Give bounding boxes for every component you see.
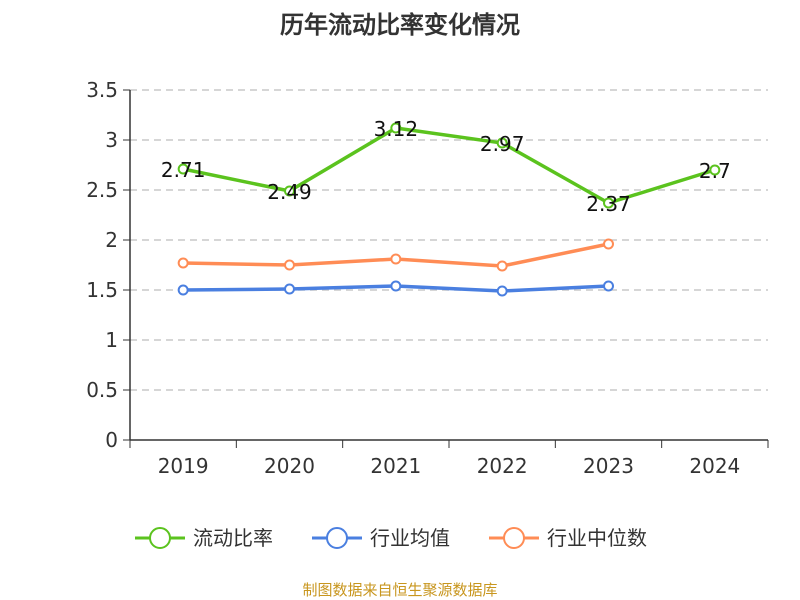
legend-item-0[interactable]: 流动比率 [135, 526, 273, 550]
x-tick-label: 2020 [264, 454, 315, 478]
data-point [390, 122, 402, 134]
data-point [390, 253, 402, 265]
legend-circle-icon [326, 527, 348, 549]
x-tick-label: 2019 [158, 454, 209, 478]
data-point [496, 260, 508, 272]
legend-item-2[interactable]: 行业中位数 [489, 526, 647, 550]
y-tick-label: 1 [105, 328, 118, 352]
data-point [284, 185, 295, 197]
y-tick-label: 3 [105, 128, 118, 152]
data-point [603, 280, 614, 292]
legend-item-1[interactable]: 行业均值 [312, 526, 450, 550]
data-point [390, 280, 402, 292]
data-point [496, 285, 508, 297]
data-point [177, 284, 189, 296]
legend-circle-icon [149, 527, 171, 549]
y-tick-label: 2.5 [86, 178, 118, 202]
data-label: 2.37 [586, 192, 631, 216]
x-tick-label: 2021 [370, 454, 421, 478]
y-tick-label: 2 [105, 228, 118, 252]
data-point [496, 137, 508, 149]
data-point [284, 283, 295, 295]
data-label: 2.97 [480, 132, 525, 156]
x-tick-label: 2024 [689, 454, 740, 478]
data-point [603, 238, 614, 250]
data-label: 2.71 [161, 158, 206, 182]
x-tick-label: 2023 [583, 454, 634, 478]
y-tick-label: 1.5 [86, 278, 118, 302]
data-point [603, 197, 614, 209]
legend-label: 行业中位数 [547, 526, 647, 550]
series-line-0 [182, 126, 716, 205]
legend-label: 行业均值 [370, 526, 450, 550]
data-point [177, 257, 189, 269]
y-tick-label: 0 [105, 428, 118, 452]
legend-label: 流动比率 [193, 526, 273, 550]
data-point [284, 259, 295, 271]
data-label: 2.49 [267, 180, 312, 204]
source-note: 制图数据来自恒生聚源数据库 [302, 581, 497, 599]
data-label: 3.12 [374, 117, 419, 141]
legend-circle-icon [503, 527, 525, 549]
data-point [709, 164, 721, 176]
y-tick-label: 3.5 [86, 78, 118, 102]
chart-title: 历年流动比率变化情况 [280, 11, 520, 39]
data-label: 2.7 [699, 159, 731, 183]
x-tick-label: 2022 [477, 454, 528, 478]
y-tick-label: 0.5 [86, 378, 118, 402]
data-point [177, 163, 189, 175]
